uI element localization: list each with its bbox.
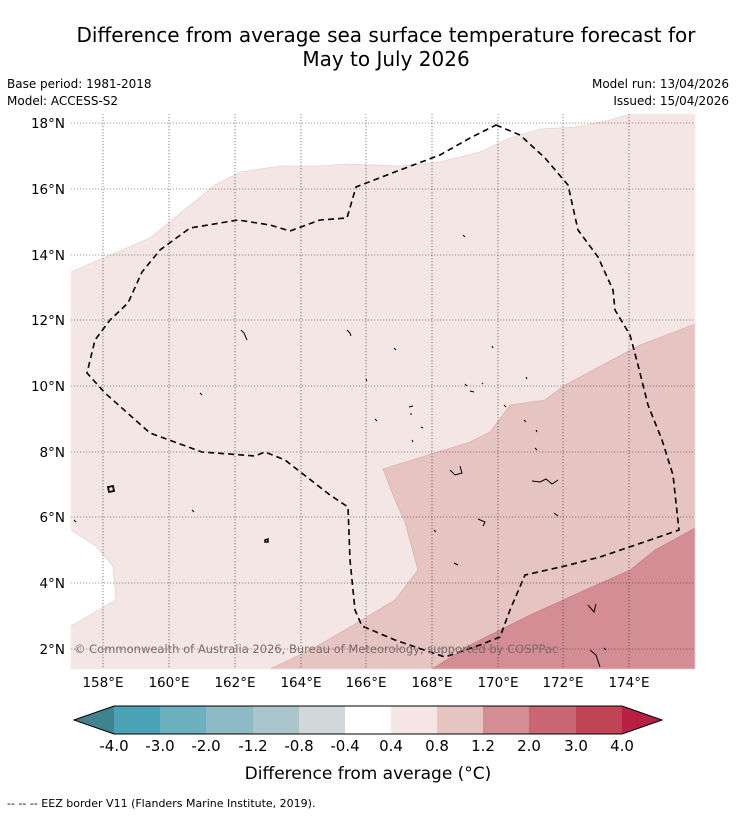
- colorbar-tick-label: 2.0: [517, 737, 541, 755]
- lon-label: 162°E: [214, 675, 255, 691]
- lat-label: 18°N: [31, 116, 65, 132]
- eez-legend: -- -- -- EEZ border V11 (Flanders Marine…: [7, 797, 316, 810]
- colorbar-segment: [576, 706, 622, 734]
- lon-label: 168°E: [411, 675, 452, 691]
- colorbar-outline: [72, 705, 664, 735]
- colorbar-tick-label: 3.0: [564, 737, 588, 755]
- colorbar-tick-label: -1.2: [238, 737, 268, 755]
- colorbar-segment: [391, 706, 437, 734]
- lat-label: 4°N: [40, 576, 65, 592]
- lat-label: 14°N: [31, 248, 65, 264]
- colorbar-segment: [160, 706, 206, 734]
- issued-date: Issued: 15/04/2026: [613, 94, 729, 108]
- lon-label: 172°E: [542, 675, 583, 691]
- colorbar-tick-label: 1.2: [471, 737, 495, 755]
- colorbar: [72, 705, 664, 735]
- colorbar-tick-label: 4.0: [610, 737, 634, 755]
- colorbar-tick-label: -2.0: [191, 737, 221, 755]
- lat-label: 2°N: [40, 642, 65, 658]
- colorbar-tick-label: 0.8: [425, 737, 449, 755]
- lat-label: 6°N: [40, 510, 65, 526]
- lon-label: 160°E: [148, 675, 189, 691]
- lon-label: 174°E: [608, 675, 649, 691]
- colorbar-segment: [529, 706, 576, 734]
- colorbar-tick-label: 0.4: [379, 737, 403, 755]
- colorbar-tick-label: -0.4: [330, 737, 360, 755]
- colorbar-segment: [253, 706, 299, 734]
- lat-label: 12°N: [31, 313, 65, 329]
- colorbar-min-extension: [74, 706, 114, 734]
- title-line-2: May to July 2026: [302, 47, 470, 71]
- title-line-1: Difference from average sea surface temp…: [76, 23, 696, 47]
- model-name: Model: ACCESS-S2: [7, 94, 119, 108]
- copyright-notice: © Commonwealth of Australia 2026, Bureau…: [74, 642, 558, 656]
- colorbar-tick-label: -4.0: [99, 737, 129, 755]
- lon-label: 166°E: [345, 675, 386, 691]
- colorbar-segment: [206, 706, 253, 734]
- colorbar-title: Difference from average (°C): [244, 764, 492, 784]
- lat-label: 10°N: [31, 379, 65, 395]
- lon-label: 158°E: [82, 675, 123, 691]
- model-run: Model run: 13/04/2026: [591, 77, 729, 91]
- colorbar-segment: [114, 706, 160, 734]
- eez-border: [86, 124, 680, 658]
- lon-label: 170°E: [477, 675, 518, 691]
- latitude-labels: 18°N 16°N 14°N 12°N 10°N 8°N 6°N 4°N 2°N: [31, 116, 65, 658]
- colorbar-tick-label: -3.0: [145, 737, 175, 755]
- colorbar-tick-label: -0.8: [284, 737, 314, 755]
- lon-label: 164°E: [280, 675, 321, 691]
- colorbar-segment: [345, 706, 391, 734]
- graticule: [71, 114, 695, 669]
- map-frame: [70, 113, 696, 670]
- longitude-labels: 158°E 160°E 162°E 164°E 166°E 168°E 170°…: [82, 675, 649, 691]
- colorbar-max-extension: [622, 706, 662, 734]
- colorbar-segment: [437, 706, 483, 734]
- colorbar-segment: [483, 706, 529, 734]
- base-period: Base period: 1981-2018: [7, 77, 152, 91]
- lat-label: 8°N: [40, 445, 65, 461]
- lat-label: 16°N: [31, 182, 65, 198]
- colorbar-segment: [299, 706, 345, 734]
- islands: [73, 234, 607, 668]
